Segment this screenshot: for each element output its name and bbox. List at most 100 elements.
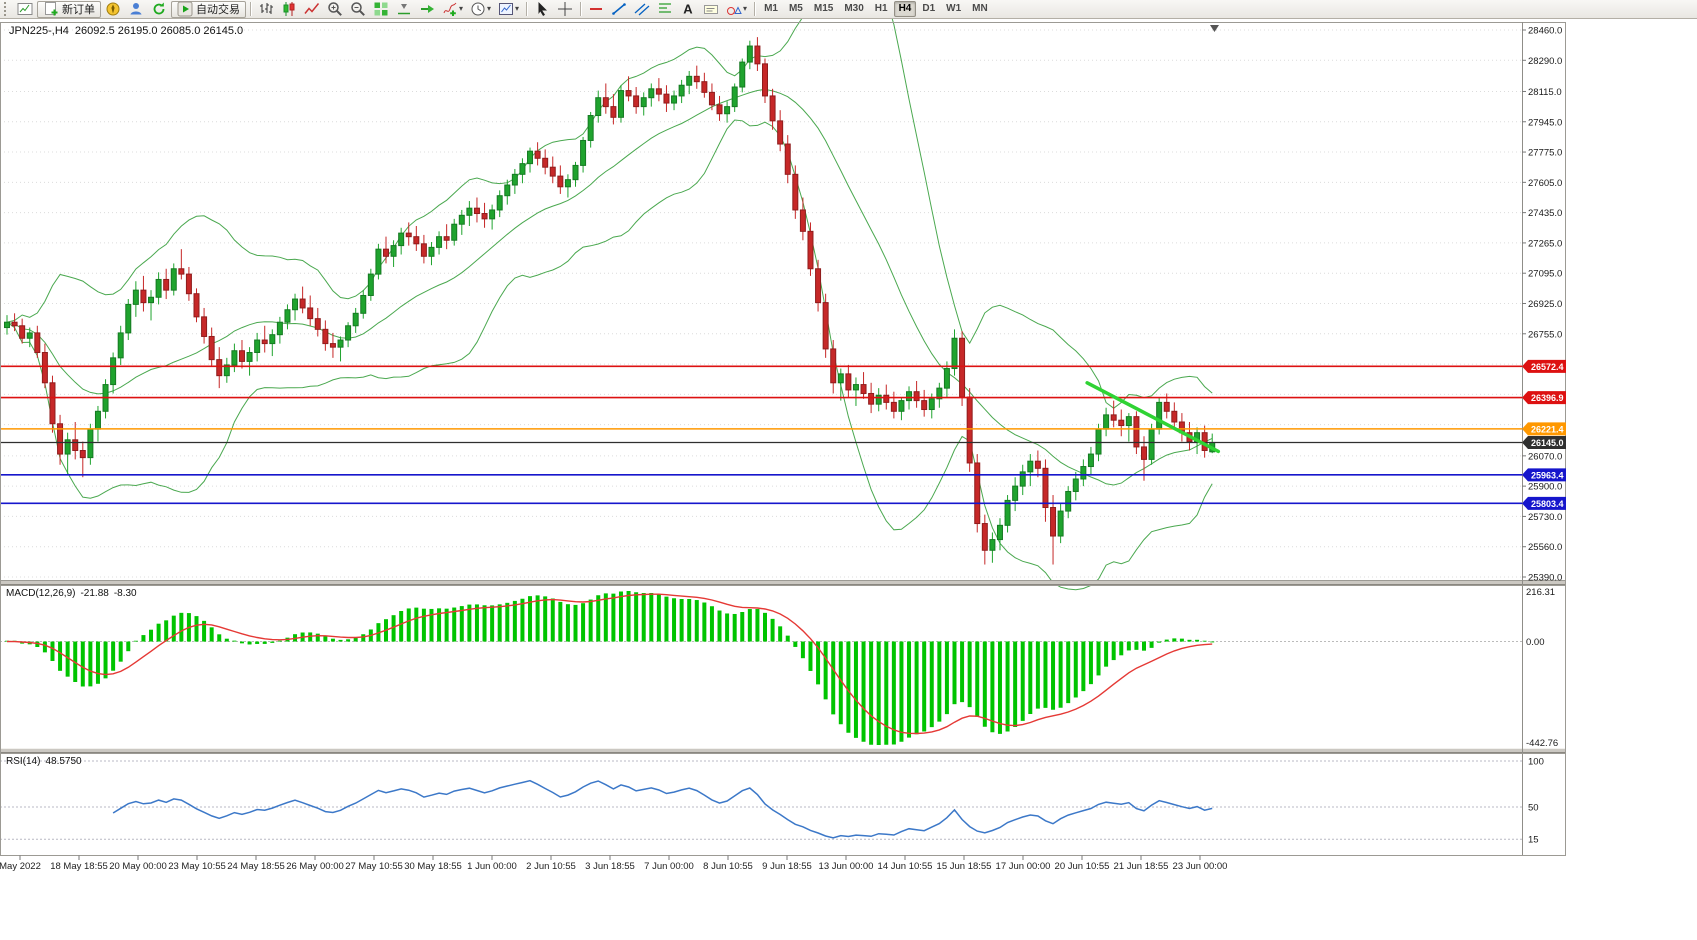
textlabel-icon [704,5,719,14]
dropdown-caret-icon: ▾ [743,4,748,13]
channel-button[interactable] [631,1,653,18]
chart-canvas[interactable]: 28460.0 28290.0 28115.0 27945.0 27775.0 27605… [0,19,1697,940]
svg-text:26070.0: 26070.0 [1528,451,1562,462]
svg-text:25730.0: 25730.0 [1528,512,1562,523]
candle-icon [283,2,295,16]
svg-text:27775.0: 27775.0 [1528,148,1562,159]
price-tag-25803.4 [1522,496,1566,510]
svg-text:26145.0: 26145.0 [1531,438,1564,448]
periods-button[interactable]: ▾ [467,1,494,18]
chart-shift-marker-icon [1210,25,1219,32]
time-scale[interactable]: May 2022 18 May 18:55 20 May 00:00 23 May 1… [0,855,1228,873]
symbol-timeframe-label: JPN225-,H4 [9,25,69,37]
svg-text:26755.0: 26755.0 [1528,329,1562,340]
indicators-button[interactable]: ▾ [439,1,466,18]
text-button[interactable]: A [677,1,699,18]
toolbar-separator [580,2,582,16]
timeframe-d1-button[interactable]: D1 [917,1,940,17]
zoomin-icon [328,2,342,16]
svg-text:23 Jun 00:00: 23 Jun 00:00 [1173,861,1228,872]
bar-chart-button[interactable] [255,1,277,18]
fibonacci-button[interactable] [654,1,676,18]
auto-trading-button[interactable]: 自动交易 [171,0,246,18]
timeframe-mn-button[interactable]: MN [967,1,993,17]
zoom-out-button[interactable] [347,1,369,18]
separator-macd-rsi[interactable] [0,748,1566,753]
chart-window[interactable]: 28460.0 28290.0 28115.0 27945.0 27775.0 27605… [0,19,1697,940]
candlestick-chart-button[interactable] [278,1,300,18]
timeframe-m15-button[interactable]: M15 [809,1,838,17]
svg-text:2 Jun 10:55: 2 Jun 10:55 [526,861,576,872]
svg-text:25803.4: 25803.4 [1531,499,1564,509]
market-watch-button[interactable] [125,1,147,18]
svg-text:30 May 18:55: 30 May 18:55 [404,861,462,872]
rsi-line [112,779,1213,839]
horizontal-lines[interactable] [0,365,1522,505]
price-tag-26221.4 [1522,422,1566,436]
autoscroll-icon [421,5,434,13]
svg-text:-442.76: -442.76 [1526,738,1558,749]
crosshair-button[interactable] [554,1,576,18]
svg-text:7 Jun 00:00: 7 Jun 00:00 [644,861,694,872]
svg-text:8 Jun 10:55: 8 Jun 10:55 [703,861,753,872]
svg-text:25963.4: 25963.4 [1531,470,1564,480]
new-order-button[interactable]: 新订单 [37,0,101,18]
rsi-value: 48.5750 [45,756,82,767]
separator-main-macd[interactable] [0,580,1566,585]
trendline[interactable] [1085,381,1221,454]
horizontal-line-button[interactable] [585,1,607,18]
navigator-button[interactable] [102,1,124,18]
svg-text:28115.0: 28115.0 [1528,87,1562,98]
macd-scale[interactable]: 216.31 0.00 -442.76 [1526,587,1558,749]
auto-scroll-button[interactable] [416,1,438,18]
indicators-icon [443,2,457,16]
symbol-info: JPN225-,H4 26092.5 26195.0 26085.0 26145.… [9,25,243,37]
hline-icon [590,8,603,10]
svg-text:14 Jun 10:55: 14 Jun 10:55 [878,861,933,872]
chart-shift-button[interactable] [393,1,415,18]
cursor-button[interactable] [531,1,553,18]
toolbar-grip[interactable] [4,2,9,16]
timeframe-w1-button[interactable]: W1 [941,1,966,17]
macd-signal-line [6,593,1213,735]
svg-text:28290.0: 28290.0 [1528,56,1562,67]
toolbar-separator [250,2,251,16]
timeframe-h1-button[interactable]: H1 [870,1,893,17]
chartwin-icon [17,3,33,15]
timeframe-m30-button[interactable]: M30 [839,1,868,17]
timeframe-m1-button[interactable]: M1 [759,1,783,17]
rsi-scale[interactable]: 100 50 15 [1528,757,1544,846]
text-label-button[interactable] [700,1,722,18]
tiles-icon [374,2,388,16]
svg-text:27605.0: 27605.0 [1528,178,1562,189]
svg-text:27265.0: 27265.0 [1528,238,1562,249]
svg-text:26572.4: 26572.4 [1531,362,1564,372]
timeframe-h4-button[interactable]: H4 [893,1,917,17]
svg-text:A: A [683,2,693,17]
zoom-in-button[interactable] [324,1,346,18]
shapes-button[interactable]: ▾ [723,1,750,18]
svg-text:13 Jun 00:00: 13 Jun 00:00 [819,861,874,872]
tile-windows-button[interactable] [370,1,392,18]
templates-button[interactable]: ▾ [495,1,522,18]
toolbar-button-label: 自动交易 [196,4,240,16]
refresh-button[interactable] [148,1,170,18]
svg-text:1 Jun 00:00: 1 Jun 00:00 [467,861,517,872]
zoomout-icon [351,2,365,16]
rsi-indicator-label: RSI(14) 48.5750 [6,756,82,767]
svg-text:0.00: 0.00 [1526,637,1545,648]
tline-icon [612,3,626,15]
rsi-name: RSI(14) [6,756,41,767]
trendline-button[interactable] [608,1,630,18]
svg-text:24 May 18:55: 24 May 18:55 [227,861,285,872]
linechart-icon [304,3,320,14]
macd-value: -21.88 [80,588,109,599]
new-chart-button[interactable] [14,1,36,18]
timeframe-m5-button[interactable]: M5 [784,1,808,17]
template-icon [499,3,514,15]
svg-text:100: 100 [1528,757,1544,768]
price-tag-26396.9 [1522,391,1566,405]
line-chart-button[interactable] [301,1,323,18]
price-scale[interactable]: 28460.0 28290.0 28115.0 27945.0 27775.0 27605… [1522,26,1562,584]
refresh-icon [153,2,165,15]
